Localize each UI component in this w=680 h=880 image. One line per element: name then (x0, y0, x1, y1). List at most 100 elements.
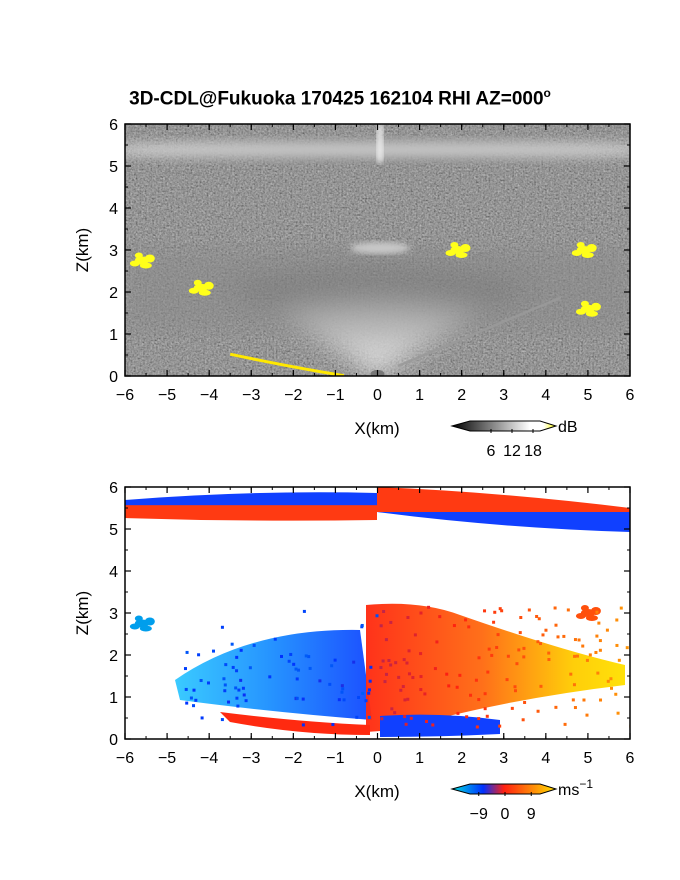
cloud-blob (198, 289, 211, 296)
velocity-pixel (427, 605, 431, 609)
x-tick-label: −1 (326, 750, 344, 767)
band-left (125, 492, 377, 521)
x-tick-label: −1 (326, 387, 344, 404)
velocity-pixel (224, 663, 228, 667)
cloud-mark (188, 279, 214, 296)
velocity-pixel (469, 693, 473, 697)
x-axis-label: X(km) (354, 782, 399, 801)
velocity-pixel (518, 631, 522, 635)
velocity-pixel (383, 680, 387, 684)
velocity-pixel (331, 723, 335, 727)
velocity-pixel (407, 672, 411, 676)
velocity-pixel (571, 698, 575, 702)
velocity-pixel (401, 684, 405, 688)
cloud-blob (580, 605, 589, 611)
velocity-pixel (399, 688, 403, 692)
x-tick-label: 0 (373, 750, 382, 767)
velocity-pixel (406, 697, 410, 701)
x-tick-label: −4 (200, 387, 218, 404)
velocity-pixel (527, 608, 531, 612)
velocity-pixel (595, 610, 599, 614)
velocity-pixel (506, 654, 510, 658)
velocity-pixel (192, 688, 196, 692)
velocity-pixel (384, 638, 388, 642)
cloud-blob (134, 252, 143, 259)
y-tick-label: 0 (109, 369, 118, 386)
diagonal-ray (397, 296, 561, 368)
velocity-pixel (368, 679, 372, 683)
velocity-pixel (464, 618, 468, 622)
velocity-pixel (360, 623, 364, 627)
cloud-blob (188, 287, 199, 294)
velocity-pixel (477, 717, 481, 721)
velocity-pixel (411, 676, 415, 680)
velocity-pixel (393, 711, 397, 715)
velocity-pixel (235, 655, 239, 659)
velocity-pixel (333, 658, 337, 662)
velocity-pixel (517, 648, 521, 652)
velocity-pixel (302, 609, 306, 613)
cloud-blob (134, 615, 143, 622)
velocity-pixel (222, 677, 226, 681)
y-tick-label: 6 (109, 117, 118, 134)
velocity-pixel (318, 679, 322, 683)
velocity-pixel (523, 700, 527, 704)
velocity-pixel (573, 638, 577, 642)
velocity-pixel (197, 653, 201, 657)
y-tick-label: 3 (109, 606, 118, 623)
velocity-pixel (184, 687, 188, 691)
cloud-blob (580, 300, 589, 307)
x-tick-label: 4 (541, 750, 550, 767)
velocity-pixel (566, 608, 570, 612)
velocity-pixel (535, 614, 539, 618)
mid-cloud (350, 242, 410, 254)
y-tick-label: 4 (109, 564, 118, 581)
velocity-pixel (220, 625, 224, 629)
velocity-pixel (367, 715, 371, 719)
velocity-pixel (474, 678, 478, 682)
velocity-pixel (562, 634, 566, 638)
velocity-pixel (295, 696, 299, 700)
velocity-pixel (248, 666, 252, 670)
cone-brightness (220, 250, 540, 376)
x-tick-label: 3 (499, 387, 508, 404)
velocity-pixel (330, 664, 334, 668)
velocity-pixel (585, 713, 589, 717)
velocity-pixel (475, 725, 479, 729)
colorbar: 6 12 18 dB (450, 419, 578, 460)
scatter-pixels (183, 605, 630, 729)
velocity-pixel (397, 675, 401, 679)
velocity-pixel (435, 640, 439, 644)
velocity-pixel (498, 607, 502, 611)
y-tick-label: 3 (109, 243, 118, 260)
velocity-pixel (423, 692, 427, 696)
cloud-mark (129, 615, 155, 632)
velocity-pixel (477, 656, 481, 660)
velocity-pixel (234, 686, 238, 690)
cloud-blob (585, 615, 598, 621)
velocity-pixel (223, 689, 227, 693)
velocity-pixel (505, 678, 509, 682)
x-tick-label: −2 (284, 750, 302, 767)
velocity-pixel (477, 698, 481, 702)
y-tick-label: 2 (109, 648, 118, 665)
velocity-pixel (498, 724, 502, 728)
right-flow (366, 603, 625, 732)
velocity-pixel (406, 615, 410, 619)
cloud-blob (203, 281, 214, 290)
x-tick-label: −3 (242, 750, 260, 767)
cloud-blob (193, 279, 202, 286)
velocity-pixel (455, 685, 459, 689)
velocity-panel: −6 −5 −4 −3 −2 −1 0 1 2 3 4 5 6 0 1 2 3 4 5 6 X(km) Z(km) −… (73, 480, 635, 823)
cloud-blob (139, 625, 152, 632)
velocity-pixel (403, 698, 407, 702)
y-tick-label: 1 (109, 327, 118, 344)
velocity-pixel (615, 618, 619, 622)
x-tick-label: 5 (583, 387, 592, 404)
velocity-pixel (405, 661, 409, 665)
velocity-pixel (304, 654, 308, 658)
x-tick-label: 2 (457, 750, 466, 767)
velocity-pixel (544, 628, 548, 632)
x-tick-label: 6 (626, 750, 635, 767)
